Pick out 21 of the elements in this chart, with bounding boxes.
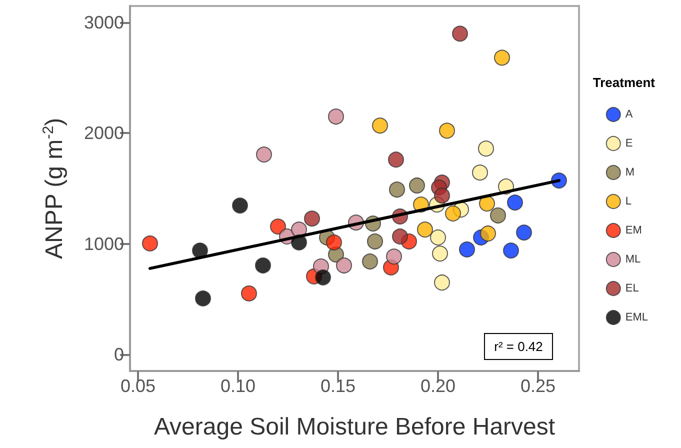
x-tick-label: 0.05 (120, 376, 156, 396)
legend-label: A (625, 108, 634, 120)
y-axis-title: ANPP (g m-2) (40, 118, 68, 259)
y-tick-label: 2000 (84, 123, 124, 144)
annotation: r² = 0.42 (494, 339, 543, 354)
legend-label: L (625, 196, 632, 208)
legend-title: Treatment (592, 75, 656, 90)
x-tick-label: 0.15 (320, 376, 356, 396)
x-tick-label: 0.25 (520, 376, 556, 396)
legend-label: EM (625, 224, 642, 236)
x-tick-label: 0.10 (220, 376, 256, 396)
y-tick-label: 0 (114, 344, 124, 364)
y-tick-label: 3000 (84, 12, 124, 33)
legend-label: E (625, 138, 633, 150)
legend-label: EL (625, 282, 639, 294)
legend-label: EML (625, 312, 648, 324)
x-tick-label: 0.20 (420, 376, 456, 396)
x-axis-title: Average Soil Moisture Before Harvest (154, 414, 556, 440)
legend-label: M (625, 166, 635, 178)
legend-label: ML (625, 254, 641, 266)
y-tick-label: 1000 (84, 234, 124, 254)
